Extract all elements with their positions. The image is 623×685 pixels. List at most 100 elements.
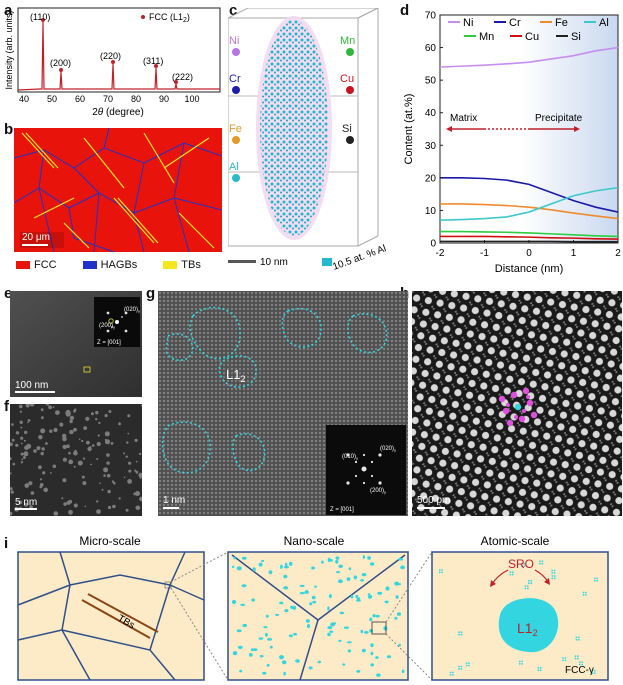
l12-domain-outline bbox=[232, 433, 266, 472]
chart-ylabel: Content (at.%) bbox=[403, 94, 415, 165]
cr-marker bbox=[232, 86, 240, 94]
xrd-peak-label: (110) bbox=[30, 12, 50, 22]
chart-ytick: 0 bbox=[430, 239, 436, 250]
composition-profile-chart: -2 -1 0 1 2 0 10 20 30 40 50 60 70 Ni Cr Fe Al Mn Cu Si M… bbox=[403, 11, 621, 276]
tem-f-scale-bar: 5 nm bbox=[15, 497, 37, 508]
xrd-peak-marker bbox=[59, 68, 63, 72]
legend-label: Mn bbox=[479, 31, 494, 43]
xrd-peak-label: (311) bbox=[143, 56, 163, 66]
xrd-legend-marker bbox=[141, 15, 145, 19]
l12-domain-outline bbox=[218, 355, 257, 388]
xrd-tick: 100 bbox=[184, 94, 199, 104]
ebsd-legend: FCC HAGBs TBs bbox=[16, 259, 201, 271]
atomic-resolution-image: 500 pm bbox=[412, 291, 622, 516]
ni-marker bbox=[232, 48, 240, 56]
fft-spot-label: (010)γ bbox=[342, 454, 358, 461]
series-line-ni bbox=[439, 46, 619, 68]
panel-letter-b: b bbox=[4, 121, 14, 138]
xrd-peak-label: (222) bbox=[172, 72, 193, 82]
l12-domain-outline bbox=[281, 307, 322, 348]
matrix-annotation: Matrix bbox=[450, 113, 477, 124]
legend-label: Fe bbox=[555, 17, 568, 29]
chart-ytick: 30 bbox=[425, 141, 437, 152]
precipitate-arrow-head bbox=[574, 126, 580, 132]
apt-element-label: Cu bbox=[340, 73, 354, 85]
l12-domain-outline bbox=[161, 421, 211, 474]
ebsd-legend-label: TBs bbox=[181, 259, 201, 271]
tem-h-scale-bar: 500 pm bbox=[417, 495, 450, 506]
xrd-legend: FCC (L12) bbox=[149, 12, 190, 24]
xrd-peak-marker bbox=[111, 60, 115, 64]
apt-element-label: Al bbox=[229, 161, 239, 173]
panel-letter-f: f bbox=[4, 398, 9, 415]
precipitate-annotation: Precipitate bbox=[535, 113, 583, 124]
xrd-tick: 50 bbox=[47, 94, 57, 104]
legend-label: Cr bbox=[509, 17, 521, 29]
tem-e-scale-bar: 100 nm bbox=[15, 380, 48, 391]
panel-letter-d: d bbox=[400, 2, 410, 19]
legend-label: Si bbox=[571, 31, 581, 43]
panel-letter-a: a bbox=[4, 2, 13, 19]
tem-bright-field-image: (020)γ (200)γ Z = [001] 100 nm bbox=[10, 291, 142, 397]
xrd-ylabel: Intensity (arb. units) bbox=[4, 10, 14, 89]
xrd-tick: 70 bbox=[103, 94, 113, 104]
tem-g-scale-bar: 1 nm bbox=[163, 495, 185, 506]
chart-xtick: 2 bbox=[615, 248, 621, 259]
si-marker bbox=[346, 136, 354, 144]
xrd-plot: (110) (200) (220) (311) (222) FCC (L12) … bbox=[4, 7, 221, 118]
diffraction-spot-label: (020)γ bbox=[124, 307, 140, 314]
chart-ytick: 50 bbox=[425, 76, 437, 87]
tem-dark-field-image: 5 nm bbox=[10, 404, 142, 516]
apt-element-label: Mn bbox=[340, 35, 355, 47]
xrd-peak-label: (220) bbox=[100, 51, 121, 61]
zone-axis-label: Z = [001] bbox=[97, 340, 121, 346]
series-line-mn bbox=[440, 230, 619, 238]
fft-spot-label: (200)γ bbox=[370, 488, 386, 495]
al-marker bbox=[232, 174, 240, 182]
tbs-swatch bbox=[163, 261, 178, 269]
l12-label: L12 bbox=[226, 367, 245, 384]
chart-ytick: 70 bbox=[425, 11, 437, 22]
legend-label: Cu bbox=[525, 31, 539, 43]
panel-letter-e: e bbox=[4, 285, 13, 302]
atomic-scale-title: Atomic-scale bbox=[481, 534, 550, 548]
hagbs-swatch bbox=[82, 261, 97, 269]
xrd-xlabel: 2θ (degree) bbox=[92, 107, 144, 118]
unit-cell-overlay bbox=[498, 387, 538, 427]
ebsd-map: 20 μm bbox=[14, 128, 222, 252]
apt-reconstruction: Ni Mn Cr Cu Fe Si Al 10 nm 10.5 at. % Al bbox=[228, 8, 388, 273]
xrd-tick: 80 bbox=[131, 94, 141, 104]
chart-xtick: 0 bbox=[526, 248, 532, 259]
chart-xtick: 1 bbox=[571, 248, 577, 259]
micro-scale-title: Micro-scale bbox=[79, 534, 141, 548]
l12-precipitate-label: L12 bbox=[517, 620, 538, 638]
legend-label: Ni bbox=[463, 17, 473, 29]
chart-xlabel: Distance (nm) bbox=[495, 263, 563, 275]
sro-label: SRO bbox=[508, 557, 534, 571]
ebsd-legend-label: HAGBs bbox=[100, 259, 138, 271]
fcc-swatch bbox=[16, 261, 30, 269]
xrd-peak-marker bbox=[41, 18, 45, 22]
chart-ytick: 60 bbox=[425, 43, 437, 54]
fft-spot-label: (020)γ bbox=[380, 446, 396, 453]
fcc-phase-label: FCC-γ bbox=[565, 665, 594, 676]
fft-zone-label: Z = [001] bbox=[330, 507, 354, 513]
xrd-peak-label: (200) bbox=[50, 58, 71, 68]
xrd-tick: 60 bbox=[75, 94, 85, 104]
multiscale-schematic: Micro-scale Nano-scale Atomic-scale TBs … bbox=[17, 534, 609, 681]
apt-iso-label: 10.5 at. % Al bbox=[331, 243, 388, 273]
diffraction-spot-label: (200)γ bbox=[99, 323, 115, 330]
chart-ytick: 20 bbox=[425, 173, 437, 184]
apt-scale-bar: 10 nm bbox=[260, 257, 288, 268]
xrd-tick: 90 bbox=[159, 94, 169, 104]
apt-element-label: Fe bbox=[229, 123, 242, 135]
selected-area-box bbox=[83, 366, 91, 373]
series-line-cr bbox=[440, 177, 619, 213]
hrtem-image: L12 (020)γ (010)γ (200)γ Z = [001] 1 nm bbox=[158, 291, 408, 516]
l12-precipitate bbox=[498, 598, 559, 653]
panel-letter-i: i bbox=[4, 535, 9, 552]
series-line-cu bbox=[440, 235, 619, 240]
ebsd-legend-label: FCC bbox=[34, 259, 57, 271]
legend-label: Al bbox=[599, 17, 609, 29]
chart-xtick: -1 bbox=[480, 248, 489, 259]
